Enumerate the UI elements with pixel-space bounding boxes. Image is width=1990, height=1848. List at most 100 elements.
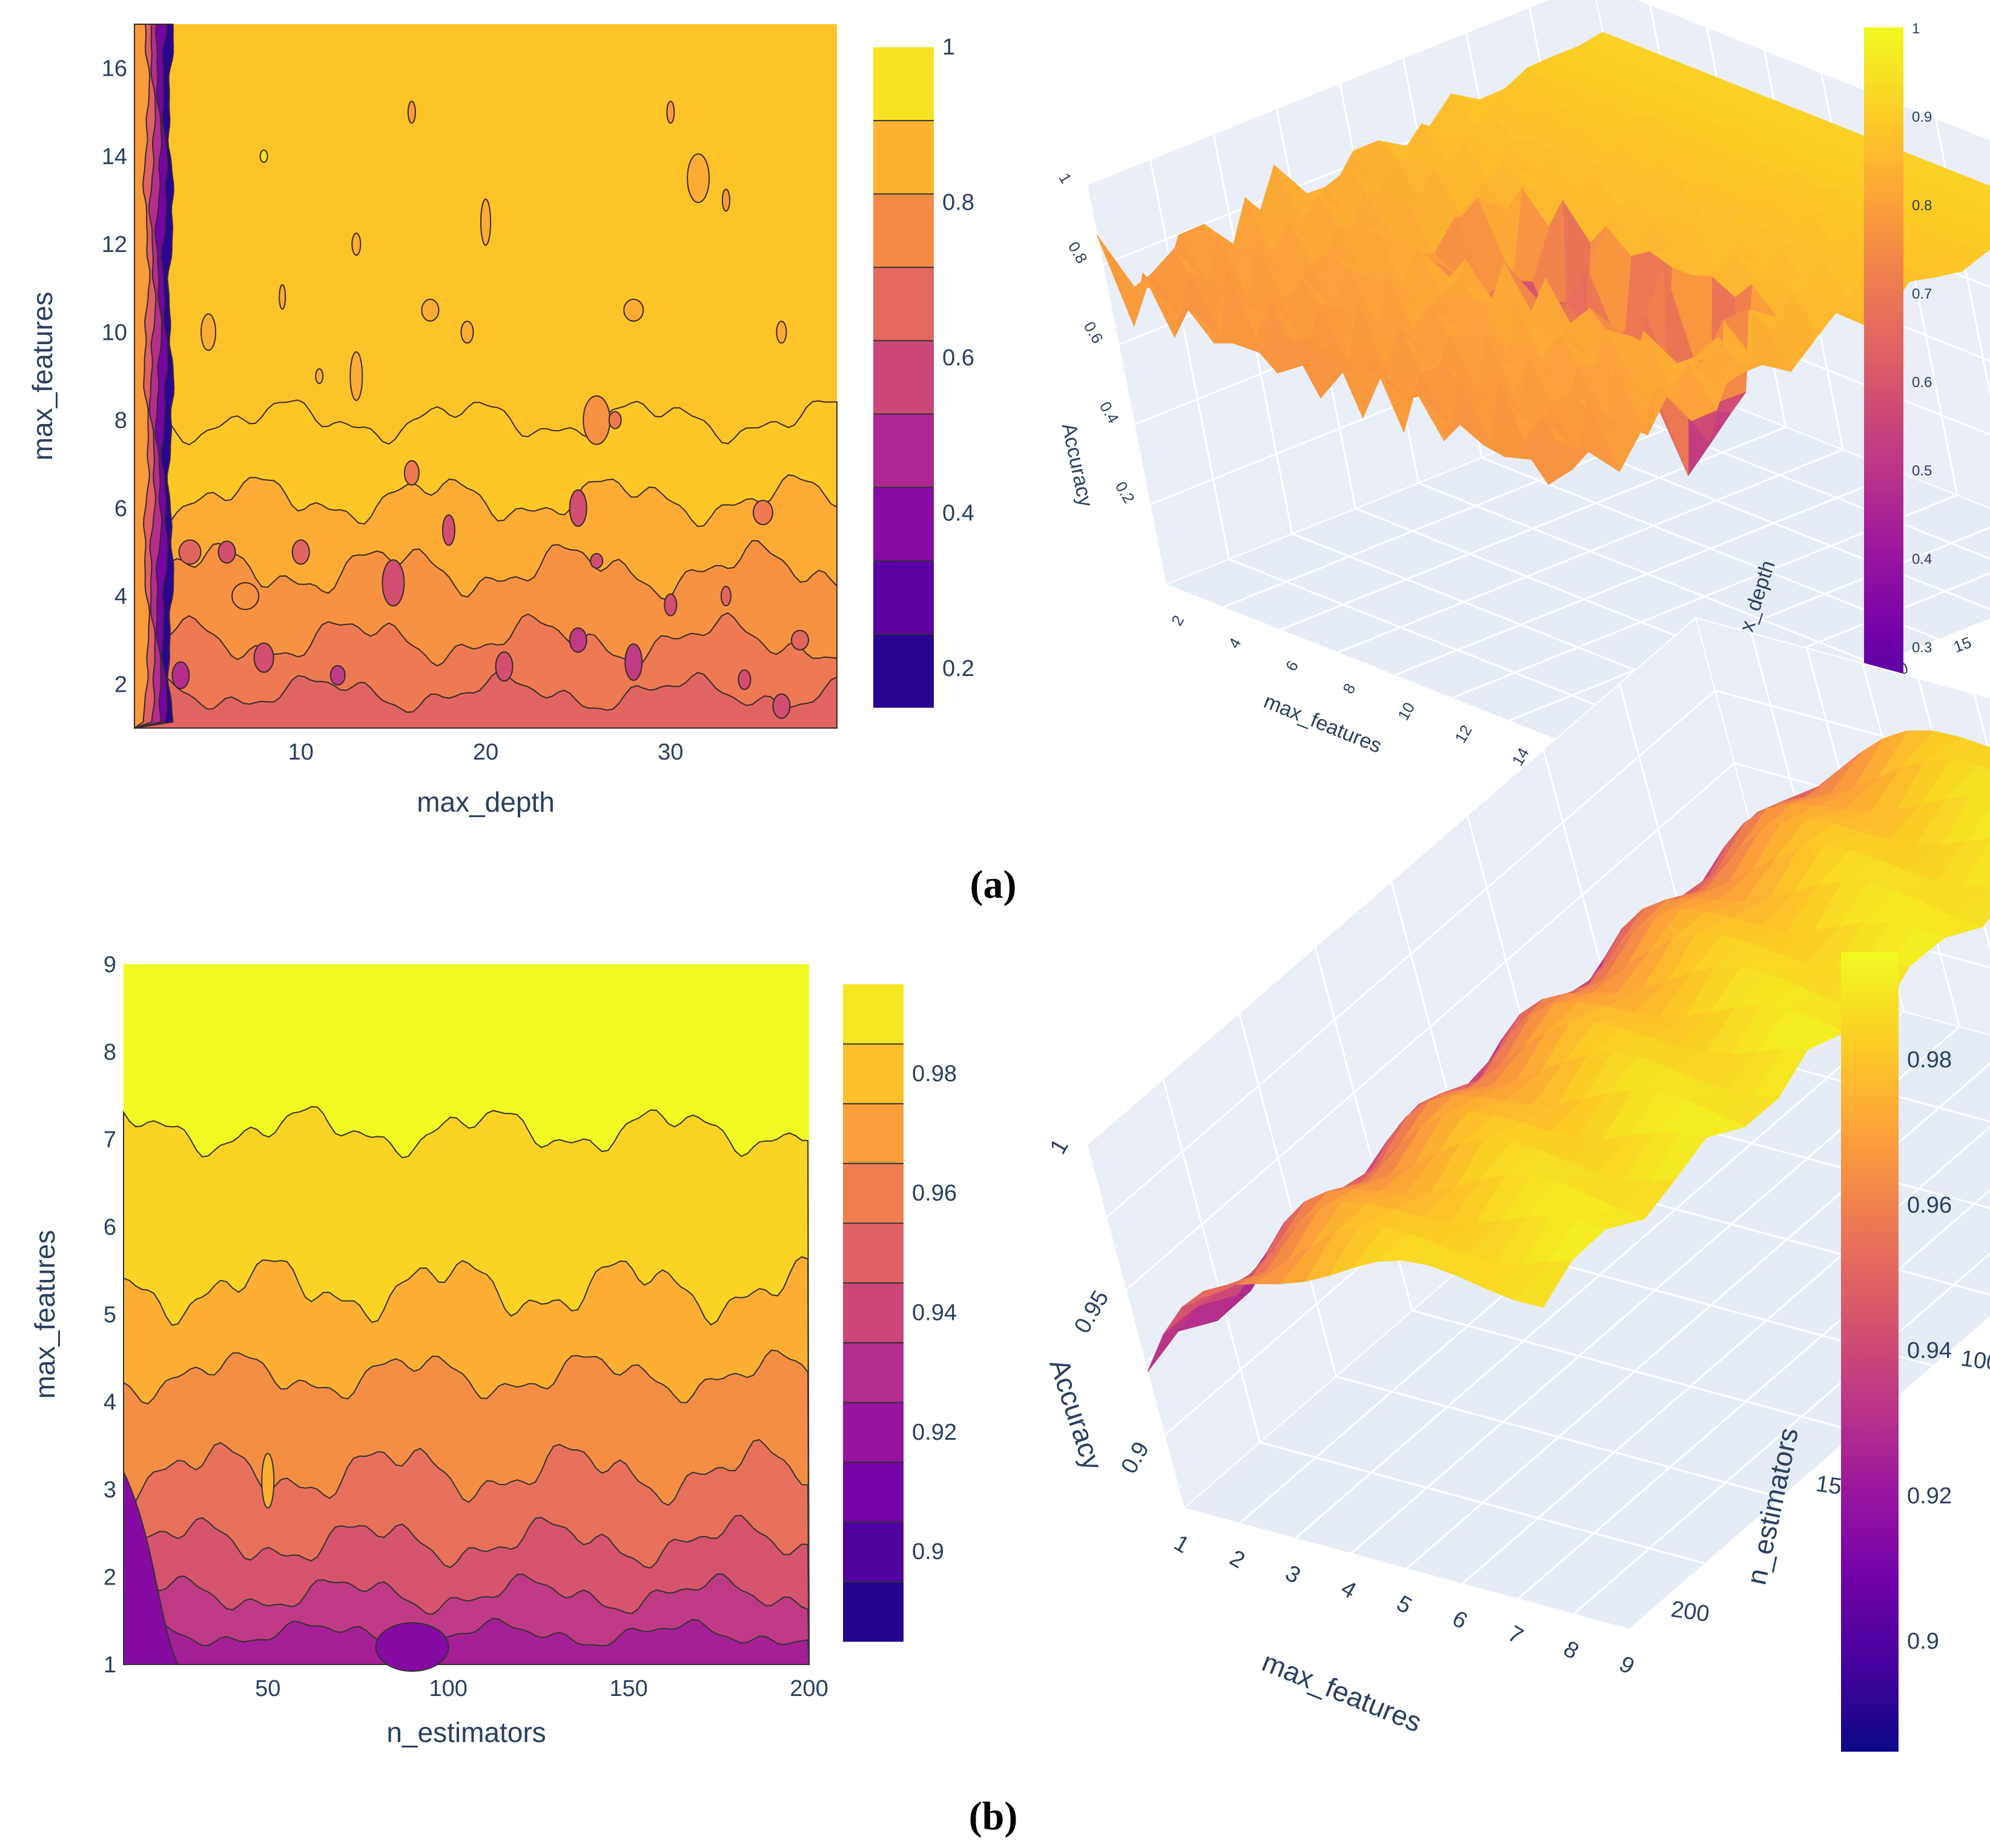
contour-b-colorbar-tick-label: 0.9 [912,1539,944,1565]
surface-a-z-tick-label: 0.6 [1080,319,1107,346]
contour-a-island [480,198,491,246]
contour-b-y-tick-label: 4 [104,1390,116,1416]
contour-a-island [569,489,587,527]
contour-a-colorbar-band [873,194,934,268]
contour-a-island [329,664,346,686]
surface-b-colorbar-tick-label: 0.94 [1907,1338,1952,1363]
contour-a-colorbar-band [873,487,934,561]
contour-b-island [375,1622,449,1672]
contour-a-colorbar-band [873,414,934,488]
surface-b-colorbar-gradient [1841,952,1899,1752]
scene-grid [1149,159,1230,560]
surface-b-x-tick-label: 6 [1448,1606,1472,1634]
contour-b-y-tick-label: 2 [104,1565,116,1591]
contour-b-y-tick-label: 8 [104,1040,116,1065]
contour-b-x-title: n_estimators [386,1717,546,1748]
surface-a-z-tick-label: 1 [1056,170,1076,187]
contour-a-y-tick-label: 2 [114,672,127,697]
scene-grid [1412,1310,1858,1433]
surface-a-colorbar-tick-label: 0.9 [1912,109,1932,125]
caption-b: (b) [969,1794,1018,1838]
contour-a-island [279,284,286,310]
contour-a-bands [134,24,838,729]
contour-a-island [351,233,362,256]
contour-a-colorbar-band [873,560,934,635]
surface-b-colorbar-tick-label: 0.96 [1907,1193,1952,1218]
contour-a-y-ticks: 2 4 6 8 10 12 14 16 [102,56,127,698]
surface-a-facet [1096,234,1152,328]
surface-a-x-tick-label: 4 [1225,635,1245,652]
surface-a-x-tick-label: 12 [1451,722,1475,746]
contour-a-island [171,661,190,689]
contour-a-island [772,693,791,719]
contour-a-island [608,411,622,429]
surface-b-x-tick-label: 4 [1337,1575,1360,1604]
surface-a-x-tick-label: 2 [1168,612,1188,629]
contour-a-x-title: max_depth [417,786,555,818]
contour-a-colorbar: 0.2 0.4 0.6 0.8 1 [873,35,974,708]
surface-a-z-title: Accuracy [1057,421,1097,509]
contour-a-island [231,582,260,611]
surface-b-x-tick-label: 8 [1559,1636,1582,1664]
surface-b-y-tick-label: 200 [1670,1597,1711,1627]
surface-b-y-tick-label: 100 [1959,1346,1990,1376]
contour-a-island [623,299,644,322]
surface-a-x-tick-label: 6 [1282,657,1302,674]
scene-grid [1335,1376,1782,1499]
contour-a-island [752,500,773,526]
scene-grid [1260,1441,1706,1565]
surface-b-facet [1147,1306,1198,1373]
surface-b-z-tick-label: 0.9 [1116,1438,1154,1479]
contour-b-colorbar-band [843,1342,904,1403]
contour-a-island [590,553,604,569]
contour-b-colorbar-tick-label: 0.92 [912,1420,957,1445]
surface-b-z-tick-label: 0.95 [1069,1287,1114,1338]
contour-a-colorbar-band [873,340,934,415]
surface-a-y-tick-label: 15 [1951,633,1974,656]
contour-a-y-tick-label: 10 [102,320,127,345]
surface-a-x-tick-label: 10 [1394,699,1418,723]
contour-a-island [790,629,809,651]
contour-b-y-tick-label: 6 [104,1215,116,1240]
contour-a-island [583,395,611,445]
contour-b-y-tick-label: 9 [104,952,116,978]
contour-a-island [407,101,416,124]
contour-a-island [217,540,236,564]
contour-b-x-tick-label: 100 [429,1676,468,1701]
contour-b-band [123,1617,810,1665]
contour-a-island [738,669,752,691]
surface-a-colorbar-tick-label: 0.5 [1912,463,1932,479]
contour-a-island [664,593,678,617]
contour-b-x-tick-label: 200 [790,1676,828,1701]
contour-a-island [495,651,514,682]
contour-b-colorbar-tick-label: 0.98 [912,1061,957,1087]
contour-b-colorbar-tick-label: 0.96 [912,1181,957,1206]
contour-a-y-tick-label: 16 [102,56,127,82]
contour-a-colorbar-tick-label: 0.6 [942,345,974,371]
surface-a-colorbar-tick-label: 0.8 [1912,197,1932,214]
contour-a-colorbar-band [873,47,934,121]
contour-b-colorbar-band [843,1163,904,1224]
surface-a-colorbar-tick-label: 1 [1912,21,1920,37]
surface-a-colorbar-tick-label: 0.7 [1912,286,1932,302]
contour-a-x-tick-label: 10 [288,740,314,765]
contour-b-y-tick-label: 7 [104,1127,116,1153]
surface-b-colorbar-tick-label: 0.98 [1907,1047,1952,1073]
contour-a-island [259,149,268,163]
surface-b-x-tick-label: 9 [1615,1651,1638,1680]
contour-b-y-tick-label: 3 [104,1477,116,1503]
contour-a-colorbar-tick-label: 0.8 [942,190,974,215]
contour-b-y-ticks: 1 2 3 4 5 6 7 8 9 [104,952,116,1678]
contour-b-colorbar-band [843,1462,904,1523]
contour-a-island [291,539,310,565]
contour-a-island [382,559,405,607]
surface-a-colorbar-tick-label: 0.6 [1912,374,1932,391]
contour-b-colorbar-band [843,1044,904,1104]
surface-a-z-tick-label: 0.4 [1096,399,1123,426]
surface-b-colorbar-tick-label: 0.92 [1907,1483,1952,1509]
contour-b-bands [123,1106,810,1672]
contour-a-island [178,539,202,565]
contour-b-colorbar-band [843,1104,904,1164]
